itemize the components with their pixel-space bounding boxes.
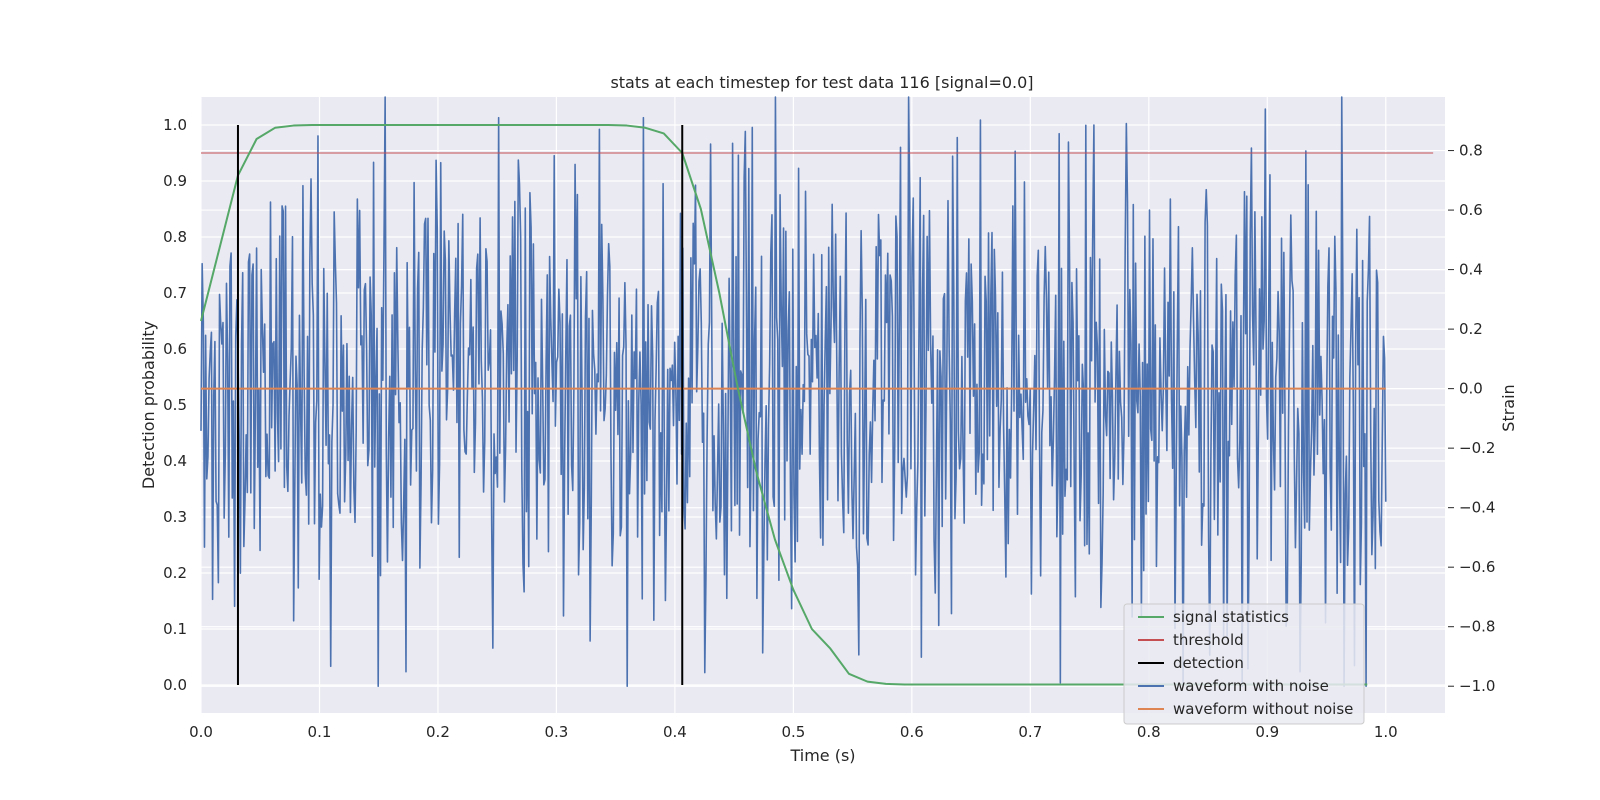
y-left-tick-label: 0.6 xyxy=(163,340,187,358)
legend-label-detection: detection xyxy=(1173,654,1244,672)
y-right-tick-label: 0.0 xyxy=(1459,380,1483,398)
y-right-tick-label: 0.6 xyxy=(1459,201,1483,219)
x-tick-label: 0.3 xyxy=(544,723,568,741)
y-right-tick-label: 0.4 xyxy=(1459,261,1483,279)
y-left-tick-label: 0.4 xyxy=(163,452,187,470)
y-left-tick-label: 0.5 xyxy=(163,396,187,414)
x-tick-label: 0.5 xyxy=(781,723,805,741)
x-tick-label: 0.0 xyxy=(189,723,213,741)
x-tick-label: 0.4 xyxy=(663,723,687,741)
waveform-with-noise-line xyxy=(200,96,1387,688)
y-left-tick-label: 0.3 xyxy=(163,508,187,526)
x-tick-label: 0.2 xyxy=(426,723,450,741)
legend-label-waveform-without-noise: waveform without noise xyxy=(1173,700,1353,718)
y-right-tick-label: 0.8 xyxy=(1459,142,1483,160)
x-tick-label: 0.7 xyxy=(1018,723,1042,741)
x-tick-label: 0.9 xyxy=(1255,723,1279,741)
y-right-tick-label: −0.4 xyxy=(1459,499,1495,517)
chart-title: stats at each timestep for test data 116… xyxy=(610,73,1033,92)
x-tick-label: 1.0 xyxy=(1374,723,1398,741)
y-left-tick-label: 0.2 xyxy=(163,564,187,582)
legend: signal statistics threshold detection wa… xyxy=(1123,603,1365,725)
x-axis: 0.0 0.1 0.2 0.3 0.4 0.5 0.6 0.7 0.8 0.9 1.0 xyxy=(189,723,1398,741)
y-axis-left: 0.0 0.1 0.2 0.3 0.4 0.5 0.6 0.7 0.8 0.9 1.0 xyxy=(163,116,187,694)
x-axis-label: Time (s) xyxy=(789,746,855,765)
legend-label-waveform-with-noise: waveform with noise xyxy=(1173,677,1329,695)
y-right-tick-label: −0.2 xyxy=(1459,439,1495,457)
legend-label-threshold: threshold xyxy=(1173,631,1244,649)
y-left-tick-label: 0.9 xyxy=(163,172,187,190)
x-tick-label: 0.1 xyxy=(308,723,332,741)
y-right-tick-label: 0.2 xyxy=(1459,320,1483,338)
legend-box xyxy=(1123,603,1365,725)
y-left-tick-label: 1.0 xyxy=(163,116,187,134)
y-right-tick-label: −0.6 xyxy=(1459,558,1495,576)
y-axis-left-label: Detection probability xyxy=(139,321,158,489)
y-axis-right-label: Strain xyxy=(1499,384,1518,431)
y-right-tick-label: −0.8 xyxy=(1459,618,1495,636)
legend-label-signal-statistics: signal statistics xyxy=(1173,608,1289,626)
y-right-tick-label: −1.0 xyxy=(1459,677,1495,695)
y-axis-right: −1.0 −0.8 −0.6 −0.4 −0.2 0.0 0.2 0.4 0.6 0.8 xyxy=(1448,142,1495,695)
x-tick-label: 0.6 xyxy=(900,723,924,741)
y-left-tick-label: 0.7 xyxy=(163,284,187,302)
y-left-tick-label: 0.8 xyxy=(163,228,187,246)
x-tick-label: 0.8 xyxy=(1137,723,1161,741)
y-left-tick-label: 0.1 xyxy=(163,620,187,638)
y-left-tick-label: 0.0 xyxy=(163,676,187,694)
